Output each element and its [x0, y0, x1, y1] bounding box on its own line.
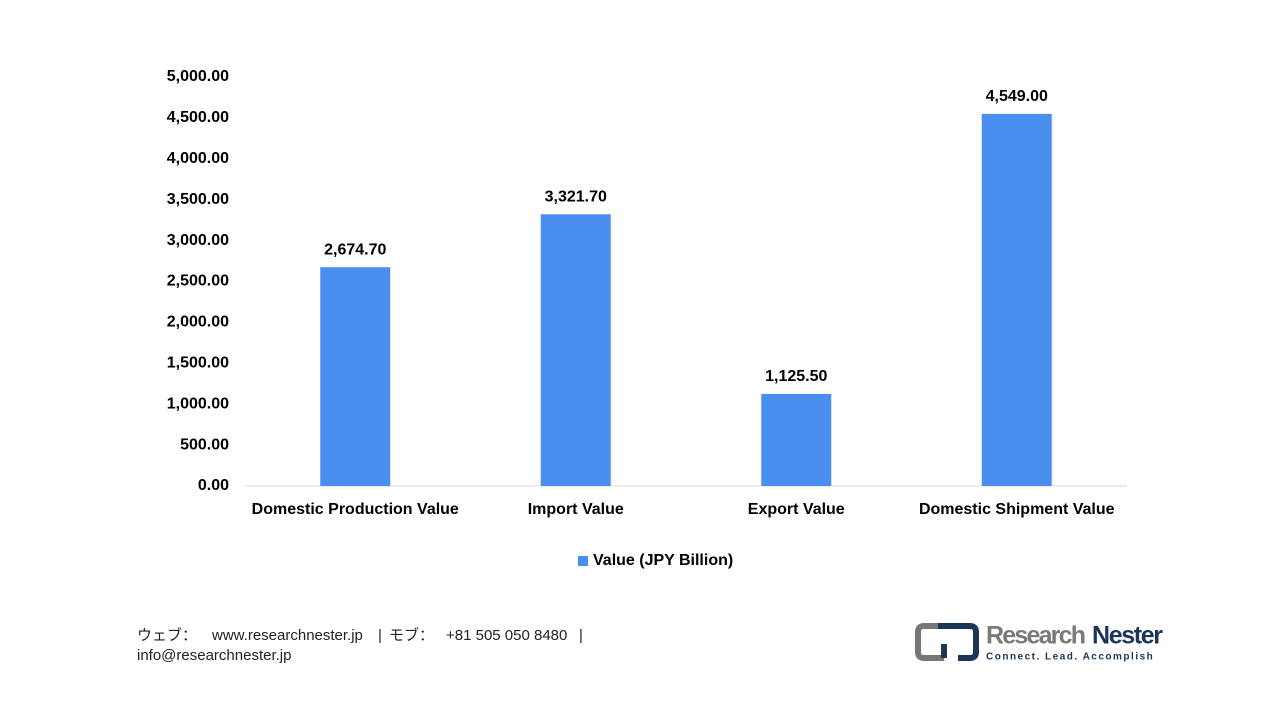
bar	[981, 113, 1052, 487]
value-label: 2,674.70	[324, 241, 386, 258]
footer-email: info@researchnester.jp	[137, 647, 291, 664]
value-label: 3,321.70	[545, 189, 607, 206]
y-tick-label: 2,500.00	[167, 273, 229, 290]
footer-mobile: +81 505 050 8480	[446, 627, 567, 644]
footer-web-label: ウェブ：	[137, 626, 197, 644]
y-tick-label: 2,000.00	[167, 314, 229, 331]
logo-name: Research	[986, 622, 1086, 650]
value-label: 1,125.50	[765, 368, 827, 385]
x-tick-label: Export Value	[748, 501, 845, 518]
y-tick-label: 3,500.00	[167, 191, 229, 208]
y-tick-label: 4,500.00	[167, 109, 229, 126]
legend-swatch	[578, 556, 588, 566]
footer-separator: |	[378, 627, 382, 644]
y-tick-label: 4,000.00	[167, 150, 229, 167]
logo-name: Nester	[1092, 622, 1163, 650]
value-label: 4,549.00	[986, 88, 1048, 105]
footer-mobile-label: モブ：	[389, 626, 434, 644]
x-tick-label: Import Value	[528, 501, 624, 518]
x-tick-label: Domestic Shipment Value	[919, 501, 1115, 518]
y-tick-label: 3,000.00	[167, 232, 229, 249]
bar	[761, 393, 832, 486]
x-tick-label: Domestic Production Value	[252, 501, 459, 518]
bar	[540, 214, 611, 486]
footer-web: www.researchnester.jp	[211, 627, 363, 644]
logo: Research Nester Connect. Lead. Accomplis…	[915, 622, 1163, 663]
logo-icon	[915, 623, 950, 661]
legend-label: Value (JPY Billion)	[593, 552, 733, 569]
footer-separator: |	[579, 627, 583, 644]
logo-tagline: Connect. Lead. Accomplish	[986, 652, 1154, 663]
y-tick-label: 1,500.00	[167, 355, 229, 372]
y-tick-label: 0.00	[198, 477, 229, 494]
bar	[320, 267, 391, 486]
y-tick-label: 1,000.00	[167, 395, 229, 412]
y-tick-label: 500.00	[180, 436, 229, 453]
logo-icon	[938, 623, 979, 661]
y-tick-label: 5,000.00	[167, 68, 229, 85]
